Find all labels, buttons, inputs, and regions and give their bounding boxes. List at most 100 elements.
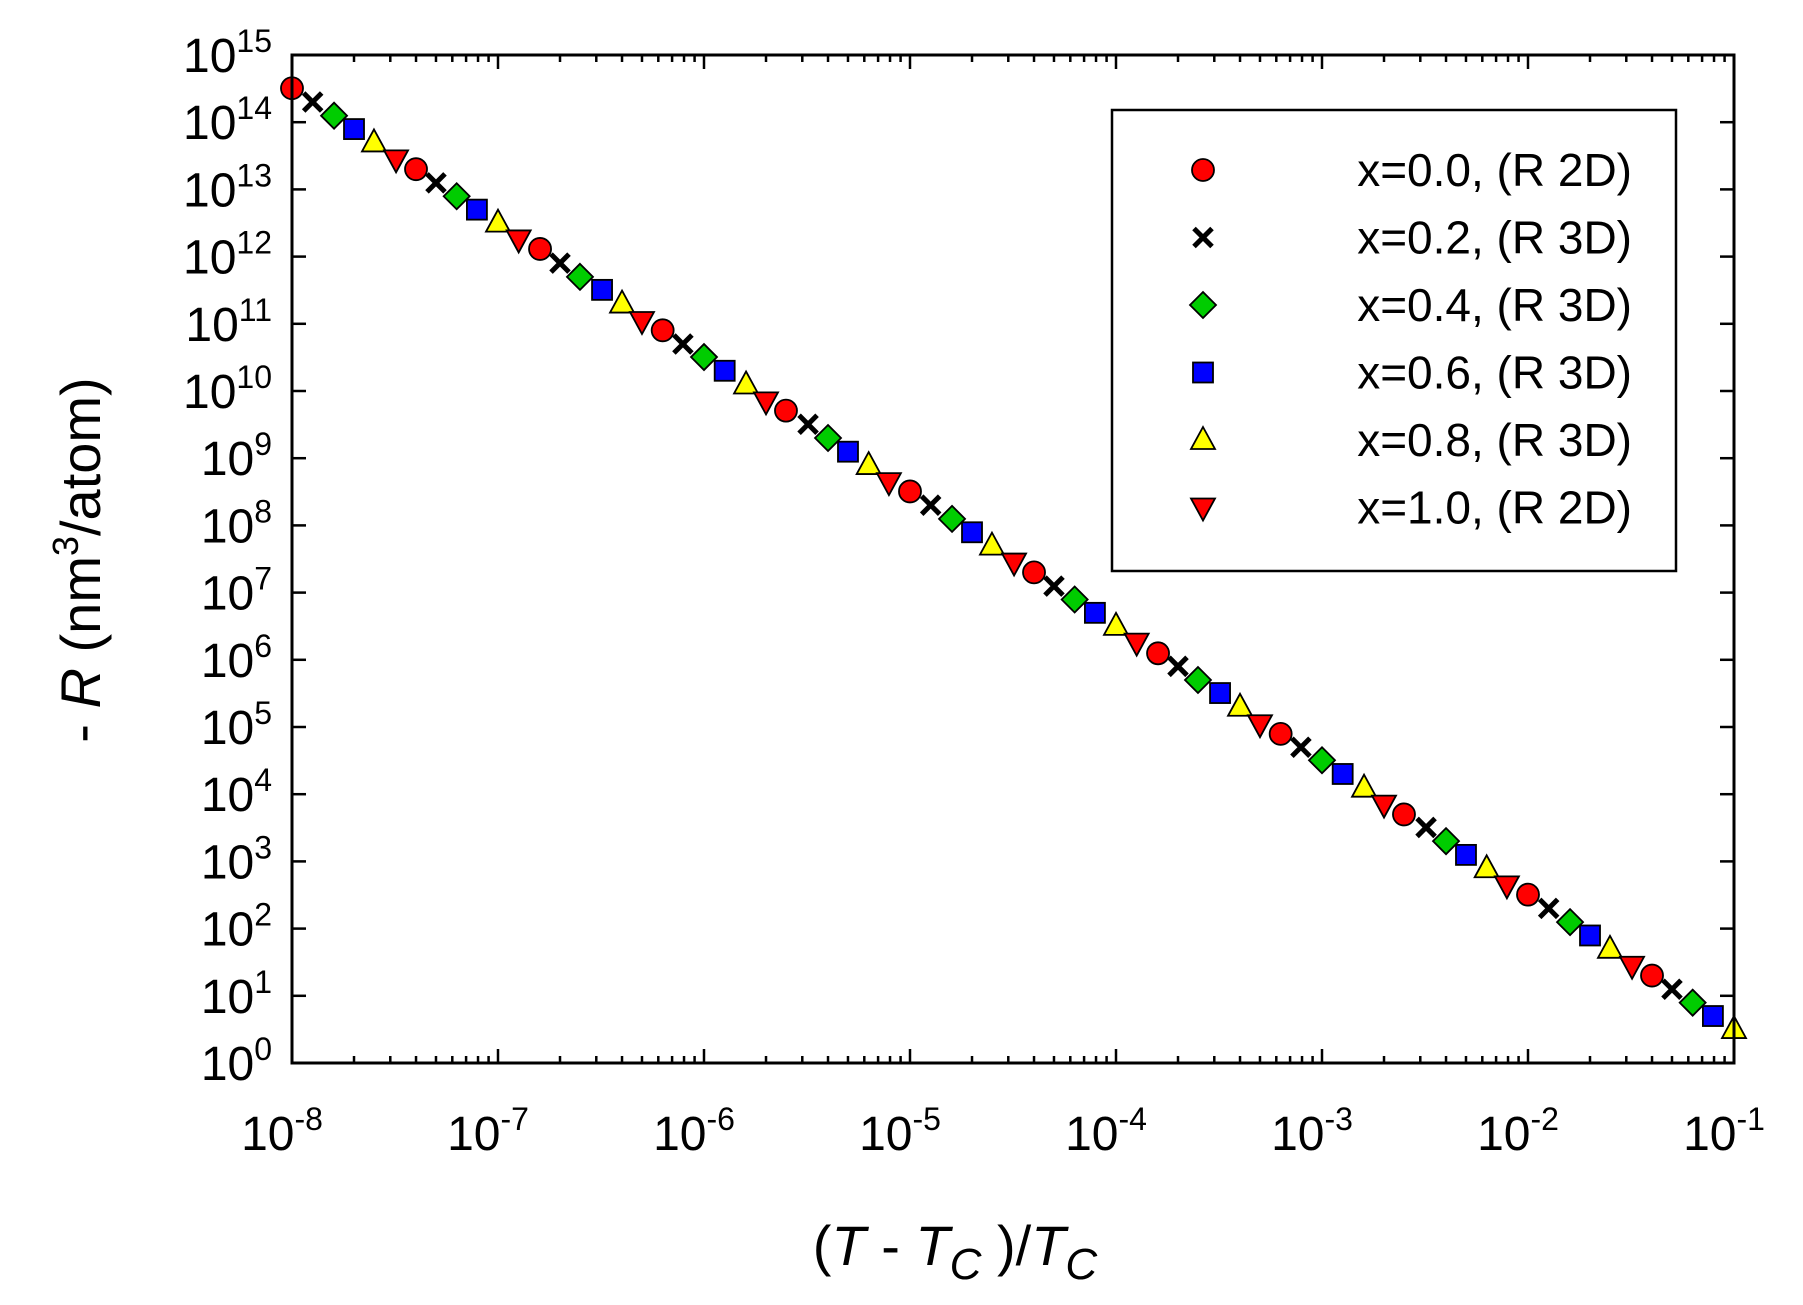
legend-marker [1192,361,1214,384]
legend-item: x=0.4, (R 3D) [1188,279,1632,331]
data-point [628,311,656,336]
legend-item: x=0.8, (R 3D) [1189,414,1632,466]
x-axis-title-close: )/ [981,1214,1031,1277]
data-point-stroke [425,172,447,194]
data-point [1043,575,1065,597]
data-point [961,521,983,544]
data-point [1290,736,1312,758]
x-tick-label: 10-4 [1065,1101,1147,1161]
legend-label: x=0.6, (R 3D) [1357,347,1632,399]
data-point [425,172,447,194]
legend-marker [1192,226,1214,249]
x-tick-label: 10-5 [859,1101,941,1161]
data-point [1084,601,1106,624]
data-point-stroke [1167,655,1189,678]
series-1 [301,91,1683,1001]
data-point [565,262,595,292]
data-point-stroke [797,413,819,436]
y-tick-exp: 1 [254,964,272,1000]
data-point [713,359,736,382]
data-point [466,198,488,221]
x-tick-base: 10 [447,1108,500,1161]
x-axis-title-t: T [831,1214,869,1277]
x-tick-exp: -7 [500,1101,528,1137]
y-tick-exp: 13 [236,157,272,193]
data-point [528,237,552,261]
data-point [1415,816,1437,839]
data-point [1022,560,1046,585]
x-tick-exp: -1 [1736,1101,1764,1137]
data-point [1370,794,1398,820]
data-point [608,288,636,314]
legend-box [1110,108,1678,573]
y-tick-label: 101 [201,964,272,1024]
x-tick-base: 10 [1683,1108,1736,1161]
series-0 [280,76,1664,988]
data-point [1455,843,1477,866]
data-point [1596,933,1624,959]
x-tick-base: 10 [1271,1108,1324,1161]
data-point [1431,826,1461,856]
data-point [360,127,388,153]
data-point [875,472,903,498]
legend-item: x=0.2, (R 3D) [1192,212,1632,264]
y-tick-base: 10 [183,232,236,285]
y-tick-exp: 7 [254,561,272,597]
data-point [1331,763,1354,785]
x-axis-title-t3: T [1031,1214,1069,1277]
data-point [919,494,942,516]
y-tick-exp: 8 [254,493,272,529]
legend: x=0.0, (R 2D) x=0.2, (R 3D) x=0.4, (R 3D) x… [1110,108,1678,573]
data-point [1537,897,1560,920]
data-point [650,318,675,343]
data-point [1226,691,1254,717]
data-point [1000,552,1028,578]
y-tick-exp: 11 [239,292,272,328]
x-tick-base: 10 [859,1108,912,1161]
y-tick-base: 10 [183,30,236,83]
legend-label: x=0.0, (R 2D) [1357,144,1632,196]
data-point [404,157,428,182]
data-point [1146,641,1170,666]
data-point [797,413,819,436]
x-tick-label: 10-2 [1477,1101,1559,1161]
x-tick-exp: -8 [294,1101,322,1137]
legend-marker [1188,290,1218,320]
y-tick-label: 1015 [183,23,272,83]
y-tick-base: 10 [201,702,254,755]
y-axis-title-suffix: /atom) [49,377,112,536]
x-axis-title-open: ( [813,1214,832,1277]
y-tick-base: 10 [201,500,254,553]
y-tick-label: 1011 [185,292,272,352]
y-tick-base: 10 [183,366,236,419]
data-point [1579,924,1601,947]
series-5 [382,149,1646,981]
y-tick-exp: 15 [236,23,272,59]
series-2 [319,101,1707,1017]
data-point [591,278,613,301]
data-point-stroke [1043,575,1065,597]
x-tick-base: 10 [1477,1108,1530,1161]
data-point-stroke [1415,816,1437,839]
x-tick-label: 10-8 [241,1101,323,1161]
data-point [301,91,324,113]
y-tick-label: 1014 [183,90,272,150]
data-point [484,207,512,233]
x-axis-title: (T - TC )/TC [813,1214,1099,1289]
x-tick-exp: -6 [706,1101,734,1137]
y-axis-title-prefix: - [49,708,112,742]
legend-marker [1191,158,1215,182]
data-point [1167,655,1189,678]
x-tick-exp: -2 [1530,1101,1558,1137]
y-tick-labels: 1001011021031041051061071081091010101110… [183,23,272,1091]
data-marks [280,76,1748,1039]
data-point-stroke [549,252,571,274]
y-tick-label: 104 [201,762,272,822]
legend-label: x=1.0, (R 2D) [1357,482,1632,534]
legend-label: x=0.2, (R 3D) [1357,212,1632,264]
y-tick-base: 10 [201,904,254,957]
data-point-stroke [919,494,942,516]
data-point [1555,907,1585,937]
y-tick-exp: 6 [254,628,272,664]
y-tick-label: 105 [201,695,272,755]
